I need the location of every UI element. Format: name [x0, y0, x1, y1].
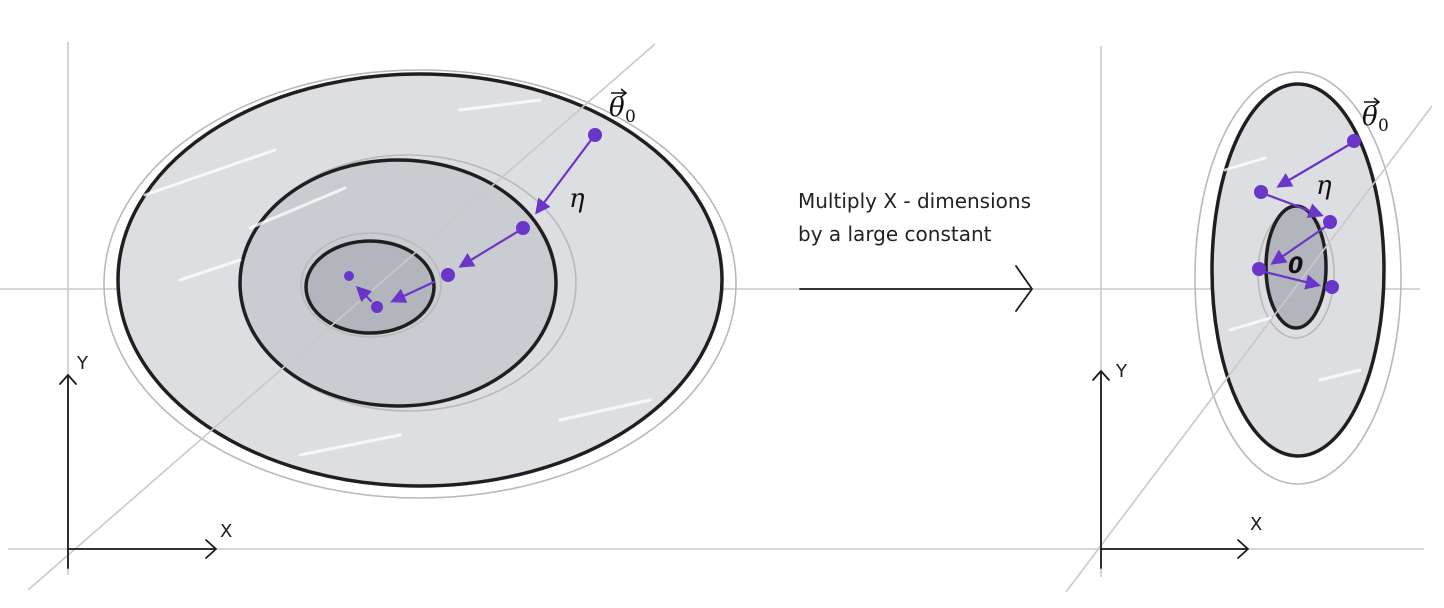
paint-streak	[558, 398, 652, 422]
left-outer-halo	[103, 69, 737, 499]
left-inner-halo	[300, 232, 442, 338]
paint-streak	[1228, 316, 1272, 332]
caption-line-2: by a large constant	[798, 222, 992, 246]
descent-point	[371, 301, 383, 313]
right-x-axis-label: X	[1250, 514, 1262, 535]
right-axes: X Y	[1092, 361, 1262, 569]
right-x-axis-arrowhead-icon	[1237, 539, 1249, 559]
right-descent-path	[1252, 134, 1361, 294]
descent-step-arrow	[1260, 191, 1324, 218]
left-x-axis-arrowhead-icon	[205, 539, 217, 559]
descent-point	[1254, 185, 1268, 199]
descent-step-arrow	[458, 227, 524, 268]
descent-point	[516, 221, 530, 235]
descent-point	[1323, 215, 1337, 229]
theta-subscript: 0	[625, 107, 636, 127]
vector-arrowhead-icon	[1373, 97, 1381, 107]
right-outer-halo	[1194, 71, 1402, 485]
descent-step-arrow	[390, 280, 436, 303]
theta-subscript: 0	[1378, 116, 1389, 136]
descent-step-arrow	[1270, 223, 1330, 265]
transform-caption: Multiply X - dimensions by a large const…	[798, 189, 1033, 312]
descent-step-arrow	[1259, 269, 1321, 290]
left-theta-label: θ 0	[609, 88, 636, 127]
left-y-axis-label: Y	[76, 353, 89, 374]
theta-symbol: θ	[1362, 102, 1378, 132]
descent-step-arrow	[535, 134, 596, 215]
descent-point	[441, 268, 455, 282]
left-contour-plot	[27, 43, 737, 591]
descent-step-arrow	[1276, 141, 1354, 188]
paint-streak	[458, 98, 542, 112]
paint-streak	[143, 148, 277, 197]
right-diagonal-guide-line	[1065, 105, 1433, 593]
left-descent-path	[344, 128, 602, 313]
right-optimum-label: 0	[1288, 254, 1303, 279]
left-inner-contour	[304, 239, 436, 335]
paint-streak	[1318, 368, 1362, 382]
right-y-axis-arrowhead-icon	[1092, 370, 1110, 381]
left-y-axis-arrowhead-icon	[59, 374, 77, 385]
descent-point	[344, 271, 354, 281]
left-x-axis-label: X	[220, 521, 232, 542]
descent-point	[1325, 280, 1339, 294]
caption-line-1: Multiply X - dimensions	[798, 189, 1031, 213]
paint-streak	[1223, 156, 1267, 172]
paint-streak	[178, 258, 242, 282]
paint-streak	[298, 433, 402, 457]
descent-point	[588, 128, 602, 142]
descent-point	[1347, 134, 1361, 148]
left-eta-label: η	[569, 184, 585, 214]
descent-point	[1252, 262, 1266, 276]
right-y-axis-label: Y	[1115, 361, 1128, 382]
vector-arrowhead-icon	[620, 88, 628, 98]
right-theta-label: θ 0	[1362, 97, 1389, 136]
paint-streak	[248, 186, 347, 230]
right-contour-plot	[1065, 71, 1433, 593]
descent-step-arrow	[355, 285, 373, 303]
transform-arrowhead-icon	[1015, 265, 1033, 312]
left-axes: X Y	[59, 353, 232, 569]
right-eta-label: η	[1316, 171, 1332, 201]
left-diagonal-guide-line	[27, 43, 656, 591]
theta-symbol: θ	[609, 93, 625, 123]
